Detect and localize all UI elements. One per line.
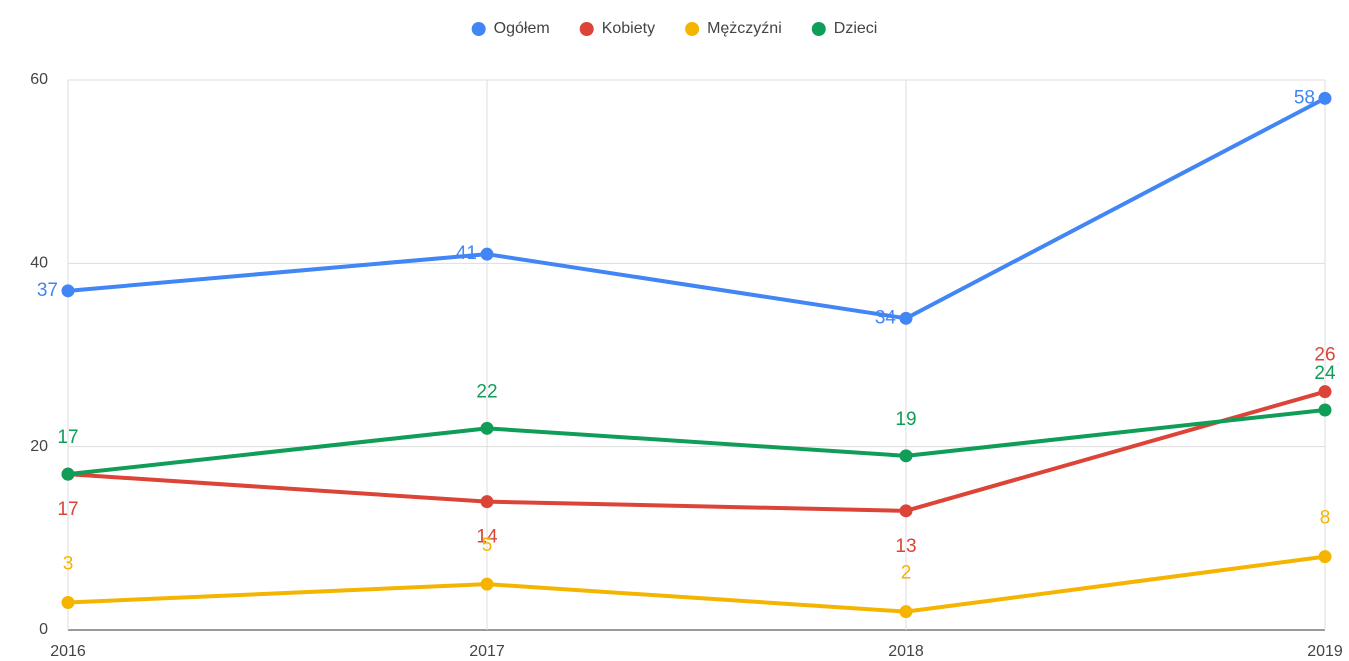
data-label: 3	[63, 554, 74, 575]
data-label: 24	[1314, 363, 1336, 384]
series-line	[67, 554, 1326, 614]
point	[61, 284, 75, 298]
legend-label: Ogółem	[494, 20, 550, 37]
x-tick-label: 2019	[1307, 643, 1343, 660]
y-tick-label: 40	[30, 255, 48, 272]
data-label: 17	[57, 499, 78, 520]
y-tick-label: 60	[30, 71, 48, 88]
point	[61, 467, 75, 481]
data-label: 34	[875, 307, 897, 328]
data-label: 41	[456, 243, 477, 264]
legend-label: Mężczyźni	[707, 20, 782, 37]
data-label: 13	[895, 536, 916, 557]
data-label: 5	[482, 535, 493, 556]
x-tick-label: 2017	[469, 643, 505, 660]
point	[1318, 91, 1332, 105]
legend-marker	[471, 22, 486, 36]
data-label: 8	[1320, 508, 1331, 529]
point	[480, 577, 494, 591]
data-label: 14	[476, 527, 498, 548]
series-line	[67, 96, 1326, 321]
point	[480, 247, 494, 261]
series-line	[67, 389, 1326, 513]
data-label: 2	[901, 563, 912, 584]
point	[1318, 385, 1332, 399]
y-tick-label: 0	[39, 621, 48, 638]
point	[61, 596, 75, 609]
x-tick-label: 2018	[888, 643, 924, 660]
point	[1318, 550, 1332, 564]
y-tick-label: 20	[30, 438, 48, 455]
data-label: 22	[476, 381, 497, 402]
series-line	[67, 408, 1326, 477]
point	[899, 605, 913, 619]
legend-marker	[811, 22, 826, 36]
legend-label: Dzieci	[834, 20, 878, 37]
data-label: 37	[37, 280, 58, 301]
data-label: 58	[1294, 87, 1315, 108]
point	[1318, 403, 1332, 417]
point	[899, 311, 913, 325]
point	[899, 504, 913, 518]
x-tick-label: 2016	[50, 643, 86, 660]
point	[480, 495, 494, 509]
legend-marker	[685, 22, 700, 36]
point	[480, 421, 494, 435]
data-label: 17	[57, 427, 78, 448]
point	[899, 449, 913, 463]
data-label: 26	[1314, 345, 1335, 366]
legend-label: Kobiety	[602, 20, 655, 37]
data-label: 19	[895, 409, 916, 430]
legend-marker	[579, 22, 594, 36]
